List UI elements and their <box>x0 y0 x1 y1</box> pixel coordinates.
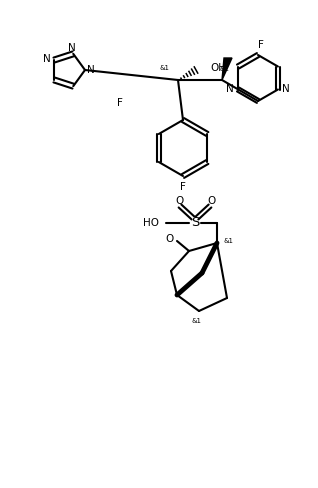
Text: &1: &1 <box>224 238 234 244</box>
Text: F: F <box>180 182 186 192</box>
Text: HO: HO <box>143 218 159 228</box>
Text: F: F <box>117 98 123 108</box>
Text: &1: &1 <box>159 65 169 71</box>
Text: N: N <box>282 84 290 95</box>
Text: N: N <box>87 65 95 75</box>
Text: F: F <box>258 40 264 50</box>
Text: O: O <box>175 196 183 206</box>
Text: N: N <box>43 54 51 64</box>
Text: S: S <box>191 217 199 229</box>
Text: N: N <box>226 84 234 95</box>
Text: &1: &1 <box>220 66 230 72</box>
Text: O: O <box>166 234 174 244</box>
Text: N: N <box>68 43 76 53</box>
Polygon shape <box>222 58 232 80</box>
Text: O: O <box>207 196 215 206</box>
Text: &1: &1 <box>192 318 202 324</box>
Text: OH: OH <box>210 63 226 73</box>
